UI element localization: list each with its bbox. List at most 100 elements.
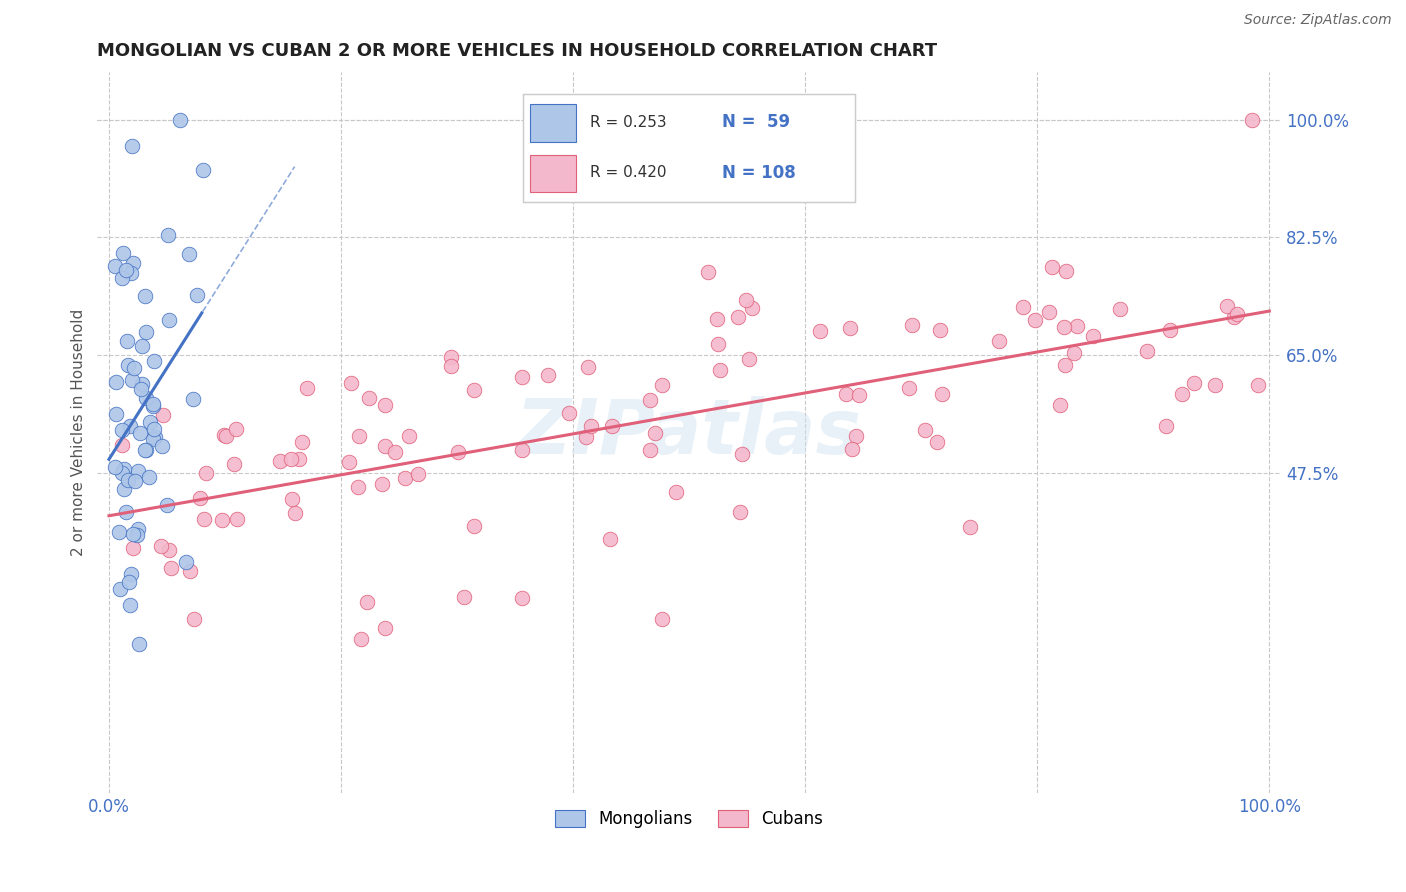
Point [127, 522, 149, 536]
Point [287, 452, 309, 467]
Point [1108, 301, 1130, 316]
Point [131, 377, 153, 392]
Point [1038, 305, 1060, 319]
Point [114, 483, 136, 497]
Point [105, 408, 128, 422]
Point [118, 598, 141, 612]
Point [959, 520, 981, 534]
Point [297, 381, 319, 395]
Point [124, 474, 146, 488]
Point [638, 443, 661, 458]
Point [1247, 377, 1270, 392]
Point [897, 381, 920, 395]
Point [339, 376, 361, 390]
Point [139, 415, 162, 429]
Point [447, 444, 470, 458]
Text: MONGOLIAN VS CUBAN 2 OR MORE VEHICLES IN HOUSEHOLD CORRELATION CHART: MONGOLIAN VS CUBAN 2 OR MORE VEHICLES IN… [97, 42, 938, 60]
Point [150, 439, 173, 453]
Point [157, 312, 180, 326]
Point [1024, 312, 1046, 326]
Point [141, 397, 163, 411]
Point [356, 595, 378, 609]
Point [118, 574, 141, 589]
Point [284, 506, 307, 520]
Point [406, 467, 429, 482]
Y-axis label: 2 or more Vehicles in Household: 2 or more Vehicles in Household [72, 309, 86, 557]
Point [1156, 419, 1178, 434]
Point [350, 632, 373, 646]
Point [121, 373, 143, 387]
Point [122, 256, 145, 270]
Point [900, 318, 922, 332]
Point [179, 246, 201, 260]
Point [111, 466, 134, 480]
Point [142, 432, 165, 446]
Point [1011, 300, 1033, 314]
Point [120, 266, 142, 280]
Point [575, 430, 598, 444]
Point [225, 422, 247, 436]
Point [599, 533, 621, 547]
Point [988, 334, 1011, 348]
Point [841, 442, 863, 456]
Point [1136, 343, 1159, 358]
Point [128, 637, 150, 651]
Point [112, 462, 135, 476]
Point [281, 492, 304, 507]
Point [644, 425, 666, 440]
Point [142, 400, 165, 414]
Point [128, 426, 150, 441]
Point [371, 476, 394, 491]
Point [337, 455, 360, 469]
Point [134, 443, 156, 458]
Point [121, 527, 143, 541]
Point [135, 442, 157, 457]
Point [1040, 260, 1063, 275]
Point [738, 351, 761, 366]
Point [463, 383, 485, 397]
Point [512, 370, 534, 384]
Point [188, 491, 211, 505]
Point [174, 554, 197, 568]
Point [709, 363, 731, 377]
Point [107, 525, 129, 540]
Point [111, 271, 134, 285]
Point [179, 564, 201, 578]
Point [844, 429, 866, 443]
Point [463, 518, 485, 533]
Point [510, 591, 533, 606]
Point [149, 539, 172, 553]
Point [453, 590, 475, 604]
Point [727, 310, 749, 324]
Point [211, 513, 233, 527]
Point [651, 377, 673, 392]
Point [157, 227, 180, 242]
Point [135, 391, 157, 405]
Point [122, 541, 145, 556]
Point [374, 621, 396, 635]
Point [104, 259, 127, 273]
Point [1171, 387, 1194, 401]
Point [537, 368, 560, 382]
Point [131, 339, 153, 353]
Point [347, 429, 370, 443]
Point [145, 429, 167, 443]
Point [160, 561, 183, 575]
Point [706, 311, 728, 326]
Point [808, 324, 831, 338]
Point [651, 612, 673, 626]
Point [186, 287, 208, 301]
Point [439, 350, 461, 364]
Point [384, 445, 406, 459]
Point [398, 429, 420, 443]
Point [1159, 323, 1181, 337]
Point [728, 505, 751, 519]
Point [120, 419, 142, 434]
Point [914, 423, 936, 437]
Point [640, 392, 662, 407]
Point [359, 391, 381, 405]
Point [117, 474, 139, 488]
Point [1081, 329, 1104, 343]
Point [706, 337, 728, 351]
Point [741, 301, 763, 316]
